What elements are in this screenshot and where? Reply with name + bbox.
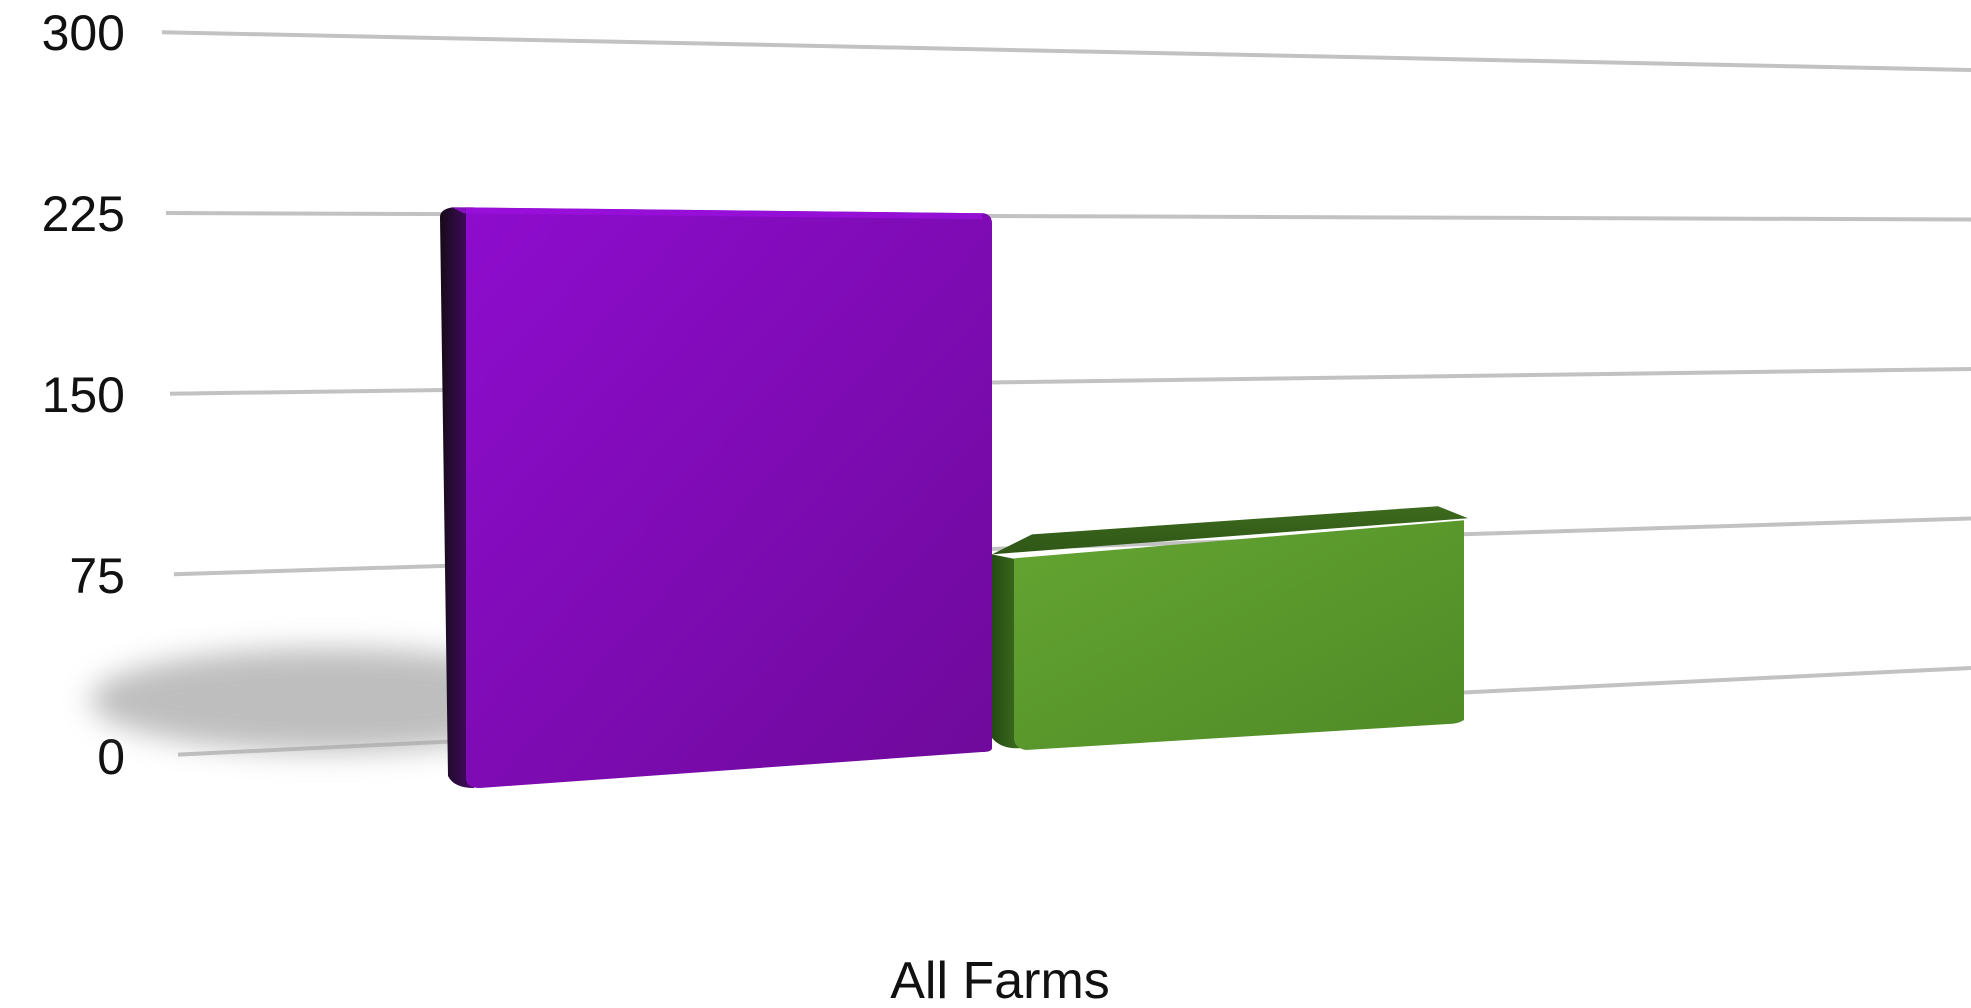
gridline-225 <box>165 211 1971 222</box>
bar-series-2-top <box>992 506 1468 555</box>
gridline-300 <box>161 30 1971 72</box>
y-tick-label-150: 150 <box>42 367 125 423</box>
bars <box>440 207 1468 788</box>
bar-series-2 <box>1014 520 1464 750</box>
y-tick-label-300: 300 <box>42 5 125 61</box>
x-category-label: All Farms <box>890 952 1110 1008</box>
y-tick-label-225: 225 <box>42 186 125 242</box>
y-tick-label-0: 0 <box>97 729 125 785</box>
bar-series-1 <box>466 207 992 788</box>
bar-series-1-top <box>452 207 982 220</box>
bar-series-1-side <box>440 207 474 788</box>
x-axis-labels: All Farms <box>890 952 1110 1008</box>
y-tick-label-75: 75 <box>69 548 125 604</box>
gridline-150 <box>169 367 1971 396</box>
y-axis-ticks: 0 75 150 225 300 <box>42 5 125 785</box>
